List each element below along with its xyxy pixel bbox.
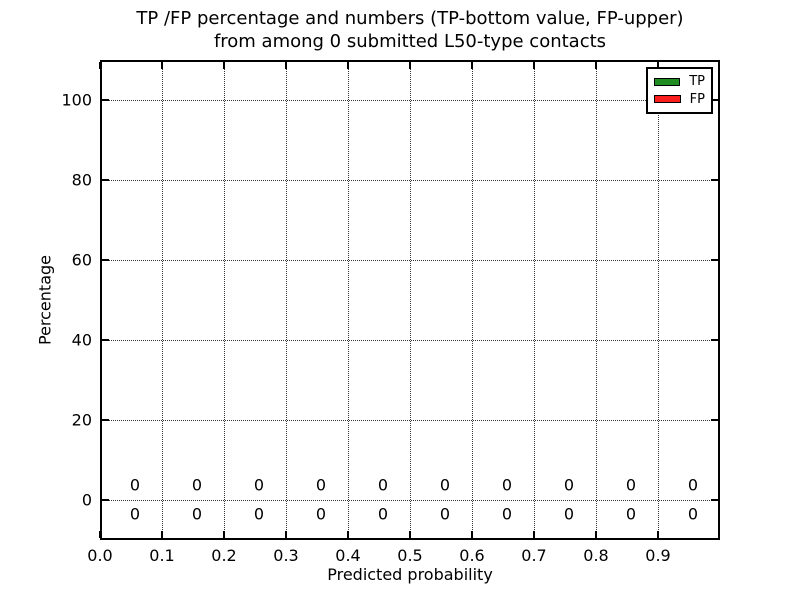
gridline-vertical xyxy=(410,60,411,540)
legend-swatch-icon xyxy=(654,95,681,104)
x-tick-bottom xyxy=(595,531,597,538)
data-count-label-fp: 0 xyxy=(191,475,203,495)
x-tick-label: 0.4 xyxy=(335,546,361,565)
x-tick-top xyxy=(657,62,659,69)
y-tick-left xyxy=(102,499,109,501)
axes: Percentage Predicted probability 0.0 0.1 0… xyxy=(36,60,720,584)
x-tick-bottom xyxy=(161,531,163,538)
data-count-label-fp: 0 xyxy=(377,475,389,495)
gridline-vertical xyxy=(596,60,597,540)
gridline-vertical xyxy=(534,60,535,540)
gridline-vertical xyxy=(286,60,287,540)
plot-border xyxy=(100,60,720,540)
data-count-label-tp: 0 xyxy=(439,504,451,524)
gridline-horizontal xyxy=(100,420,720,421)
data-count-label-tp: 0 xyxy=(501,504,513,524)
y-tick-right xyxy=(711,339,718,341)
x-tick-label: 0.3 xyxy=(273,546,299,565)
data-count-label-fp: 0 xyxy=(439,475,451,495)
data-count-label-fp: 0 xyxy=(687,475,699,495)
legend-label: TP xyxy=(689,74,705,90)
gridline-vertical xyxy=(658,60,659,540)
y-tick-left xyxy=(102,339,109,341)
x-tick-top xyxy=(285,62,287,69)
data-count-label-tp: 0 xyxy=(377,504,389,524)
chart-title-line1: TP /FP percentage and numbers (TP-bottom… xyxy=(136,8,684,29)
y-tick-label: 100 xyxy=(61,90,92,110)
x-tick-label: 0.2 xyxy=(211,546,237,565)
y-tick-right xyxy=(711,99,718,101)
gridline-horizontal xyxy=(100,260,720,261)
y-tick-label: 40 xyxy=(71,330,92,350)
x-tick-bottom xyxy=(409,531,411,538)
y-tick-left xyxy=(102,419,109,421)
x-tick-top xyxy=(347,62,349,69)
x-tick-bottom xyxy=(657,531,659,538)
y-tick-left xyxy=(102,99,109,101)
y-tick-label: 60 xyxy=(71,250,92,270)
y-tick-right xyxy=(711,499,718,501)
legend-entry-tp: TP xyxy=(654,75,705,88)
x-tick-top xyxy=(161,62,163,69)
gridline-horizontal xyxy=(100,100,720,101)
x-tick-top xyxy=(409,62,411,69)
data-count-label-tp: 0 xyxy=(315,504,327,524)
gridline-vertical xyxy=(348,60,349,540)
data-count-label-fp: 0 xyxy=(563,475,575,495)
x-tick-bottom xyxy=(285,531,287,538)
y-tick-right xyxy=(711,259,718,261)
y-tick-right xyxy=(711,179,718,181)
gridline-horizontal xyxy=(100,500,720,501)
y-tick-label: 20 xyxy=(71,410,92,430)
data-count-label-fp: 0 xyxy=(253,475,265,495)
x-axis-label: Predicted probability xyxy=(327,565,493,584)
data-count-label-tp: 0 xyxy=(687,504,699,524)
x-tick-label: 0.1 xyxy=(149,546,175,565)
data-count-label-fp: 0 xyxy=(315,475,327,495)
x-tick-top xyxy=(223,62,225,69)
x-tick-label: 0.7 xyxy=(521,546,547,565)
data-count-label-tp: 0 xyxy=(253,504,265,524)
legend-swatch-icon xyxy=(654,77,681,86)
data-count-label-tp: 0 xyxy=(191,504,203,524)
x-tick-label: 0.8 xyxy=(583,546,609,565)
gridline-vertical xyxy=(162,60,163,540)
gridline-horizontal xyxy=(100,340,720,341)
x-tick-bottom xyxy=(223,531,225,538)
data-count-label-fp: 0 xyxy=(129,475,141,495)
chart-title-line2: from among 0 submitted L50-type contacts xyxy=(213,31,607,52)
x-tick-top xyxy=(595,62,597,69)
x-tick-label: 0.5 xyxy=(397,546,423,565)
chart-title: TP /FP percentage and numbers (TP-bottom… xyxy=(100,7,720,53)
data-count-label-tp: 0 xyxy=(625,504,637,524)
y-tick-label: 80 xyxy=(71,170,92,190)
data-count-label-fp: 0 xyxy=(625,475,637,495)
legend-entry-fp: FP xyxy=(654,93,705,106)
x-tick-bottom xyxy=(471,531,473,538)
x-tick-bottom xyxy=(347,531,349,538)
y-axis-label: Percentage xyxy=(35,254,55,346)
legend-label: FP xyxy=(689,91,705,107)
x-tick-label: 0.9 xyxy=(645,546,671,565)
x-tick-top xyxy=(471,62,473,69)
legend: TP FP xyxy=(646,67,713,114)
y-tick-left xyxy=(102,259,109,261)
data-count-label-tp: 0 xyxy=(129,504,141,524)
gridline-vertical xyxy=(472,60,473,540)
x-tick-bottom xyxy=(533,531,535,538)
x-tick-top xyxy=(533,62,535,69)
data-count-label-fp: 0 xyxy=(501,475,513,495)
y-tick-right xyxy=(711,419,718,421)
data-count-label-tp: 0 xyxy=(563,504,575,524)
y-tick-label: 0 xyxy=(81,490,92,510)
gridline-vertical xyxy=(224,60,225,540)
x-tick-label: 0.6 xyxy=(459,546,485,565)
x-tick-label: 0.0 xyxy=(87,546,113,565)
y-tick-left xyxy=(102,179,109,181)
gridline-horizontal xyxy=(100,180,720,181)
